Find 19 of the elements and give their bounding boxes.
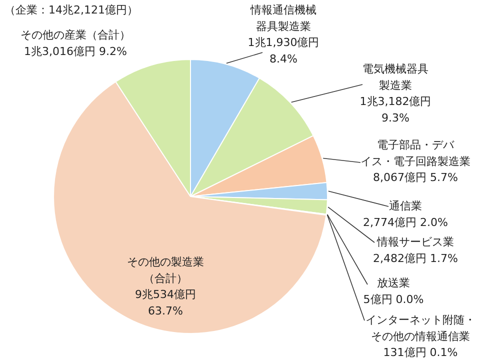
slice-label: 電子部品・デバイス・電子回路製造業 xyxy=(360,138,470,168)
data-label: 1兆1,930億円 8.4% xyxy=(248,36,320,66)
slice-label: その他の産業（合計） xyxy=(20,28,130,42)
data-label: 2,482億円 1.7% xyxy=(373,252,458,265)
data-label: 131億円 0.1% xyxy=(383,346,458,359)
data-label: 9兆534億円 63.7% xyxy=(135,288,196,318)
slice-label: その他の製造業（合計） xyxy=(127,256,204,285)
data-label: 1兆3,016億円 9.2% xyxy=(24,44,127,58)
slice-label: インターネット附随・その他の情報通信業 xyxy=(366,314,476,343)
slice-label: 情報サービス業 xyxy=(376,236,454,248)
text: 5億円 0.0% xyxy=(363,292,424,306)
category-label: 放送業 xyxy=(377,276,410,290)
data-label: 2,774億円 2.0% xyxy=(363,216,448,229)
slice-label: 通信業 xyxy=(389,200,422,212)
text: （企業：14兆2,121億円） xyxy=(4,4,138,16)
data-label: 1兆3,182億円 9.3% xyxy=(360,95,432,124)
data-label: 8,067億円 5.7% xyxy=(373,171,458,184)
slice-label: 電気機械器具製造業 xyxy=(362,62,428,92)
slice-label: 情報通信機械器具製造業 xyxy=(250,4,316,33)
